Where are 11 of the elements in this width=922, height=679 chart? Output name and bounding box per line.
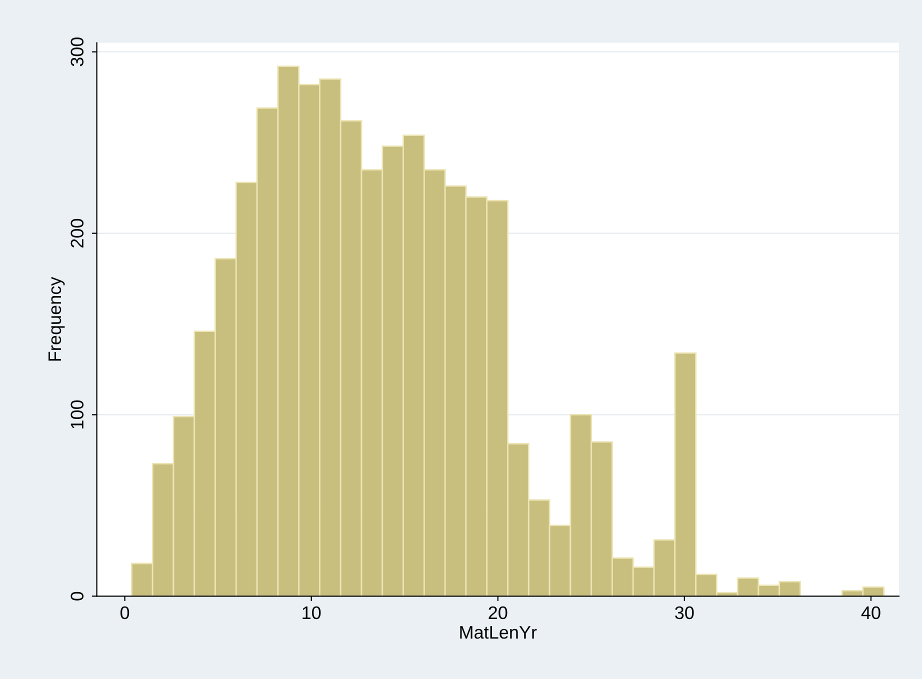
y-tick-label: 200 (70, 218, 84, 248)
x-tick-label: 10 (302, 606, 321, 620)
y-tick-label: 300 (70, 37, 84, 66)
x-tick-label: 30 (675, 606, 694, 620)
y-tick-label: 0 (70, 592, 84, 600)
x-axis-title: MatLenYr (460, 626, 537, 639)
x-tick-label: 20 (488, 606, 508, 620)
y-tick-label: 100 (70, 400, 84, 428)
x-tick-label: 0 (120, 606, 130, 620)
x-tick-label: 40 (861, 606, 880, 620)
y-axis-title: Frequency (48, 276, 65, 361)
